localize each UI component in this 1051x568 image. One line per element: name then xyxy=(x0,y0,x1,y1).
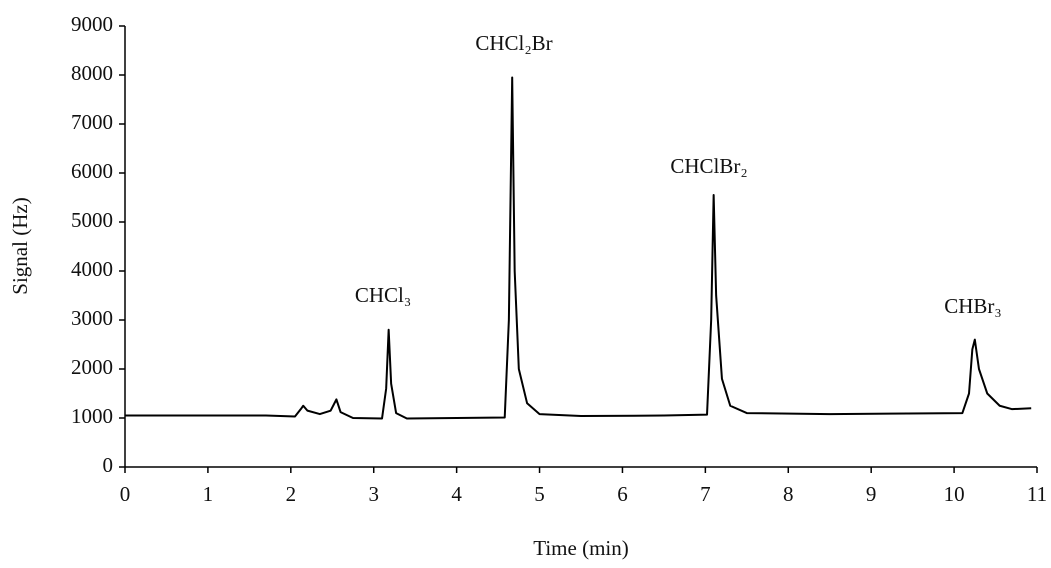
x-tick-label: 6 xyxy=(617,482,628,506)
x-tick-label: 1 xyxy=(203,482,214,506)
y-tick-label: 7000 xyxy=(71,110,113,134)
signal-line xyxy=(125,76,1032,420)
x-tick-label: 7 xyxy=(700,482,711,506)
y-axis-title: Signal (Hz) xyxy=(8,197,32,294)
y-tick-label: 9000 xyxy=(71,12,113,36)
peak-label: CHClBr₂ xyxy=(670,154,747,178)
y-tick-label: 0 xyxy=(103,453,114,477)
x-tick-label: 11 xyxy=(1027,482,1047,506)
x-tick-label: 10 xyxy=(944,482,965,506)
y-tick-label: 6000 xyxy=(71,159,113,183)
y-tick-label: 1000 xyxy=(71,404,113,428)
y-tick-label: 4000 xyxy=(71,257,113,281)
x-axis-title: Time (min) xyxy=(533,536,628,560)
x-tick-label: 9 xyxy=(866,482,877,506)
peak-label: CHCl₃ xyxy=(355,283,411,307)
y-tick-label: 8000 xyxy=(71,61,113,85)
x-tick-label: 5 xyxy=(534,482,545,506)
x-tick-label: 2 xyxy=(286,482,297,506)
y-tick-label: 2000 xyxy=(71,355,113,379)
y-tick-label: 3000 xyxy=(71,306,113,330)
peak-label: CHBr₃ xyxy=(944,294,1002,318)
peak-label: CHCl₂Br xyxy=(475,31,552,55)
x-tick-label: 8 xyxy=(783,482,794,506)
y-tick-label: 5000 xyxy=(71,208,113,232)
x-tick-label: 4 xyxy=(451,482,462,506)
x-tick-label: 0 xyxy=(120,482,131,506)
x-tick-label: 3 xyxy=(368,482,379,506)
